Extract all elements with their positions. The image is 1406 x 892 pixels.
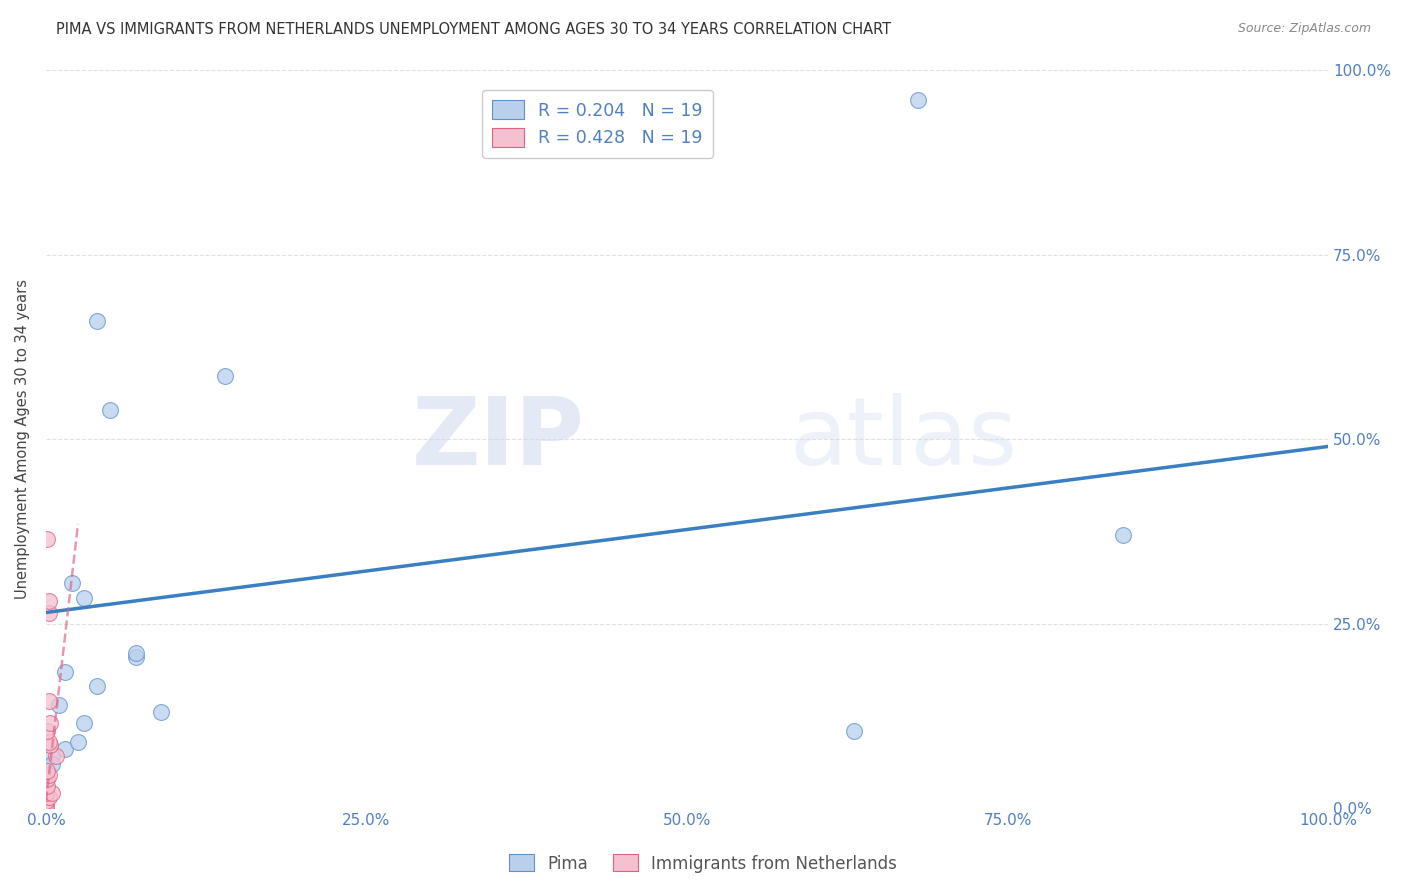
Point — [150, 705, 173, 719]
Point — [38, 739, 60, 753]
Text: ZIP: ZIP — [412, 393, 585, 485]
Point — [38, 734, 60, 748]
Point — [125, 646, 148, 660]
Point — [38, 606, 60, 620]
Point — [37, 772, 59, 786]
Point — [60, 576, 83, 591]
Legend: R = 0.204   N = 19, R = 0.428   N = 19: R = 0.204 N = 19, R = 0.428 N = 19 — [482, 90, 713, 158]
Point — [37, 779, 59, 793]
Y-axis label: Unemployment Among Ages 30 to 34 years: Unemployment Among Ages 30 to 34 years — [15, 279, 30, 599]
Point — [98, 402, 121, 417]
Point — [41, 749, 63, 764]
Point — [38, 594, 60, 608]
Point — [35, 797, 58, 812]
Point — [73, 716, 96, 731]
Point — [66, 734, 89, 748]
Point — [86, 679, 108, 693]
Point — [35, 794, 58, 808]
Point — [45, 749, 67, 764]
Point — [53, 742, 76, 756]
Point — [86, 314, 108, 328]
Point — [125, 649, 148, 664]
Legend: Pima, Immigrants from Netherlands: Pima, Immigrants from Netherlands — [502, 847, 904, 880]
Point — [214, 369, 236, 384]
Point — [41, 786, 63, 800]
Point — [38, 716, 60, 731]
Point — [37, 723, 59, 738]
Text: atlas: atlas — [790, 393, 1018, 485]
Point — [38, 694, 60, 708]
Text: PIMA VS IMMIGRANTS FROM NETHERLANDS UNEMPLOYMENT AMONG AGES 30 TO 34 YEARS CORRE: PIMA VS IMMIGRANTS FROM NETHERLANDS UNEM… — [56, 22, 891, 37]
Text: Source: ZipAtlas.com: Source: ZipAtlas.com — [1237, 22, 1371, 36]
Point — [1112, 528, 1135, 542]
Point — [53, 665, 76, 679]
Point — [38, 768, 60, 782]
Point — [37, 532, 59, 546]
Point — [48, 698, 70, 712]
Point — [41, 756, 63, 771]
Point — [907, 93, 929, 107]
Point — [37, 764, 59, 779]
Point — [73, 591, 96, 605]
Point — [35, 786, 58, 800]
Point — [842, 723, 865, 738]
Point — [35, 801, 58, 815]
Point — [38, 790, 60, 805]
